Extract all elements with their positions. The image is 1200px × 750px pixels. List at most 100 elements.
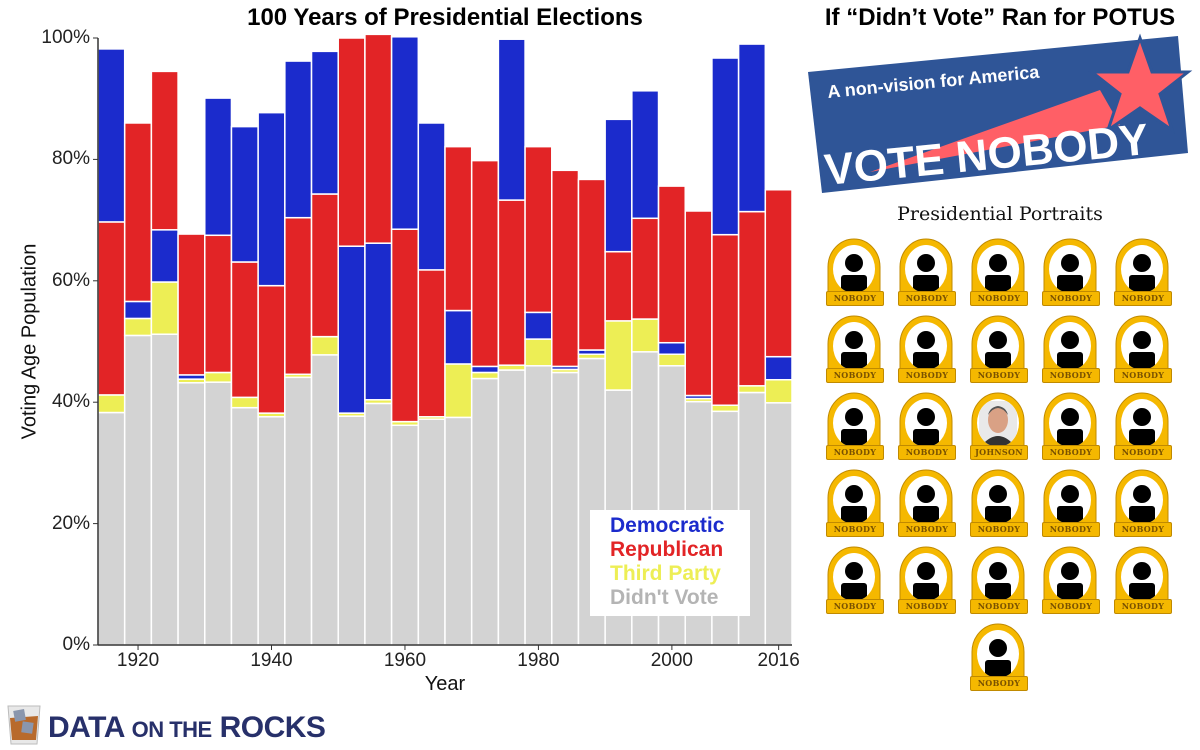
x-tick-label: 1960 [383,650,427,671]
x-tick-label: 1940 [250,650,293,671]
portrait-nameplate: NOBODY [1114,291,1172,306]
y-tick-label: 80% [51,148,90,170]
bar-2008-republican [711,233,740,406]
bar-1984-didn-t-vote [551,371,580,646]
bar-2012-third-party [737,385,767,394]
bar-1936-didn-t-vote [230,406,259,646]
portrait-nobody: NOBODY [1110,310,1176,386]
bar-1972-didn-t-vote [470,377,500,646]
bar-1920-third-party [123,317,153,337]
bar-2000-democratic [657,341,686,355]
portrait-nameplate: NOBODY [1042,368,1100,383]
bar-1976-didn-t-vote [497,369,526,646]
bar-1988-republican [577,178,606,351]
silhouette-icon [1057,254,1083,291]
silhouette-icon [913,254,939,291]
bar-1916-democratic [97,48,126,223]
star-trail [870,90,1120,172]
vote-nobody-banner: A non-vision for America VOTE NOBODY [808,33,1193,195]
portrait-nameplate: NOBODY [1114,599,1172,614]
stacked-bar-chart [93,33,793,650]
bar-1996-democratic [631,90,660,220]
bars [97,33,793,646]
bar-1980-republican [524,145,553,314]
portrait-nobody: NOBODY [1038,464,1104,540]
bar-1960-didn-t-vote [390,424,420,646]
bar-1960-democratic [390,36,420,230]
portrait-nameplate: NOBODY [970,522,1028,537]
portrait-nobody: NOBODY [822,233,888,309]
bar-1972-democratic [470,365,500,374]
bar-1968-didn-t-vote [444,416,473,646]
silhouette-icon [1129,485,1155,522]
bar-1920-didn-t-vote [123,334,153,646]
banner-background [808,36,1188,193]
portrait-nameplate: NOBODY [970,676,1028,691]
bar-1972-republican [470,159,500,368]
portrait-nameplate: NOBODY [970,599,1028,614]
portrait-nameplate: NOBODY [826,599,884,614]
bar-2000-third-party [657,353,686,367]
bar-1932-democratic [204,97,233,237]
bar-1932-didn-t-vote [204,381,233,646]
johnson-photo [979,401,1017,445]
bar-1948-democratic [310,50,339,195]
bar-1948-third-party [310,335,339,356]
bar-1916-third-party [97,394,126,414]
bar-1916-didn-t-vote [97,411,126,646]
bar-1956-democratic [364,242,393,401]
portrait-nameplate: JOHNSON [970,445,1028,460]
portrait-nobody: NOBODY [822,310,888,386]
bar-1964-republican [417,269,446,418]
bar-1924-third-party [150,281,179,335]
bar-1968-third-party [444,363,473,419]
bar-1980-third-party [524,338,553,367]
silhouette-icon [985,254,1011,291]
bar-1940-didn-t-vote [257,416,286,646]
portrait-nobody: NOBODY [1110,233,1176,309]
bar-1920-republican [123,122,153,303]
portrait-nameplate: NOBODY [898,599,956,614]
silhouette-icon [1129,331,1155,368]
bar-1980-democratic [524,311,553,340]
portrait-nobody: NOBODY [822,464,888,540]
portrait-nobody: NOBODY [966,618,1032,694]
silhouette-icon [841,254,867,291]
bar-1936-republican [230,261,259,399]
portrait-nobody: NOBODY [966,541,1032,617]
portrait-nobody: NOBODY [1038,233,1104,309]
silhouette-icon [985,331,1011,368]
portrait-nobody: NOBODY [1110,541,1176,617]
portrait-nobody: NOBODY [894,387,960,463]
silhouette-icon [1129,254,1155,291]
bar-1948-didn-t-vote [310,354,339,646]
bar-1996-third-party [631,318,660,353]
bar-1920-democratic [123,300,153,320]
silhouette-icon [913,485,939,522]
silhouette-icon [985,562,1011,599]
y-tick-label: 100% [41,27,90,48]
bar-2004-republican [684,210,713,397]
silhouette-icon [841,562,867,599]
bar-1952-democratic [337,245,366,414]
bar-1948-republican [310,193,339,338]
right-title: If “Didn’t Vote” Ran for POTUS [824,4,1176,31]
portrait-nobody: NOBODY [966,464,1032,540]
silhouette-icon [985,639,1011,676]
bar-2016-democratic [764,355,793,381]
silhouette-icon [1129,408,1155,445]
portrait-nobody: NOBODY [894,541,960,617]
portrait-nobody: NOBODY [1110,464,1176,540]
y-tick-label: 0% [62,634,90,655]
portrait-nobody: NOBODY [894,310,960,386]
x-tick-label: 2016 [757,650,800,671]
y-tick-label: 20% [51,512,90,534]
bar-1956-didn-t-vote [364,402,393,646]
bar-1952-didn-t-vote [337,415,366,646]
portrait-nobody: NOBODY [822,387,888,463]
bar-1960-republican [390,228,420,423]
portrait-nameplate: NOBODY [1114,368,1172,383]
bar-1924-republican [150,70,179,231]
bar-2000-republican [657,185,686,344]
portrait-nameplate: NOBODY [1042,599,1100,614]
